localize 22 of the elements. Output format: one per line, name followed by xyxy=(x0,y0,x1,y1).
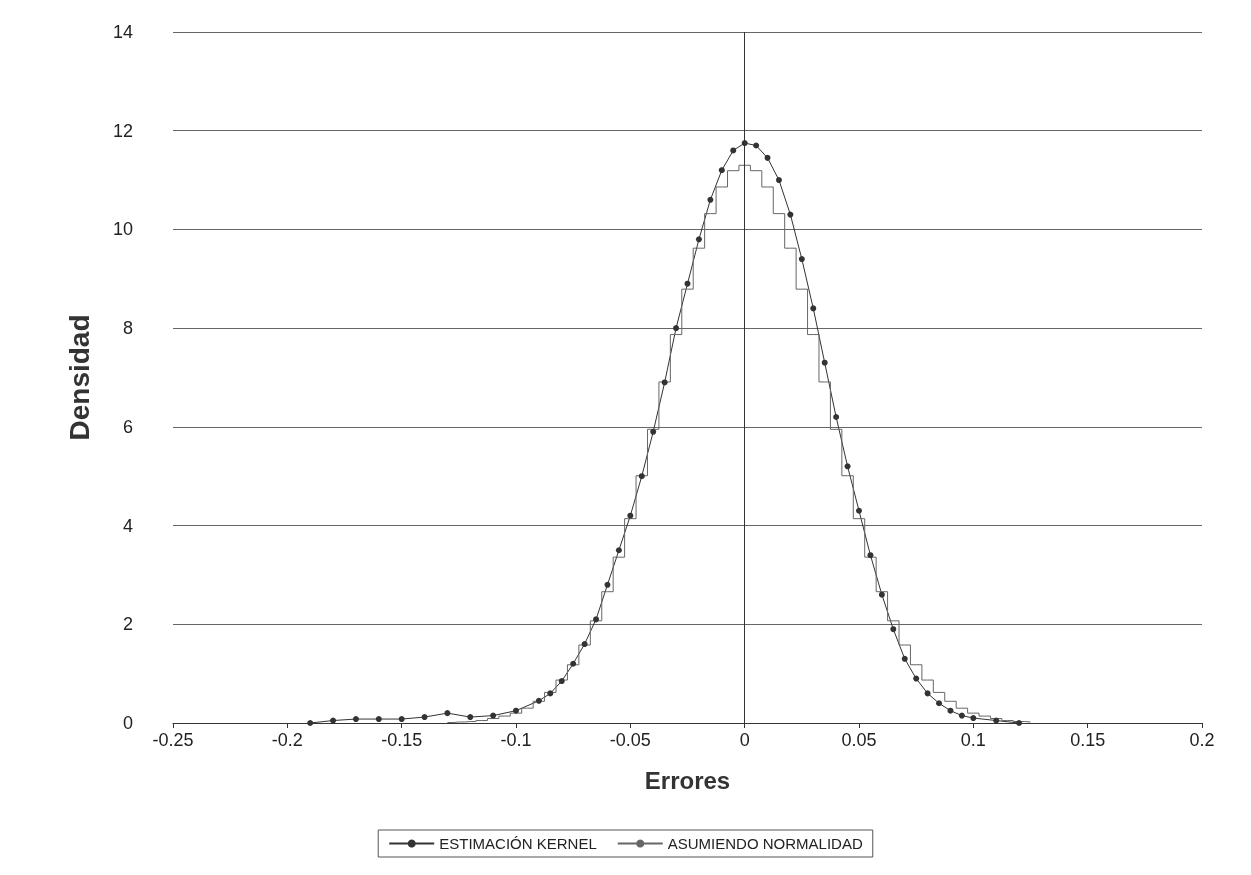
x-tick-label: 0.15 xyxy=(1070,730,1106,750)
y-tick-label: 12 xyxy=(112,120,133,141)
y-tick-label: 2 xyxy=(122,614,133,635)
y-tick-label: 10 xyxy=(112,219,133,240)
y-tick-label: 8 xyxy=(122,318,133,339)
legend-label: ASUMIENDO NORMALIDAD xyxy=(667,835,863,852)
y-tick-label: 4 xyxy=(122,515,133,536)
y-axis-title: Densidad xyxy=(63,314,95,441)
x-tick-label: 0 xyxy=(739,730,750,750)
x-tick-label: 0.2 xyxy=(1189,730,1215,750)
y-tick-label: 6 xyxy=(122,416,133,437)
x-tick-label: -0.05 xyxy=(609,730,651,750)
x-tick-label: -0.15 xyxy=(381,730,423,750)
legend-label: ESTIMACIÓN KERNEL xyxy=(439,835,597,852)
x-tick-label: 0.1 xyxy=(960,730,986,750)
x-axis-title: Errores xyxy=(644,766,731,794)
x-tick-label: -0.1 xyxy=(500,730,532,750)
x-tick-label: 0.05 xyxy=(841,730,877,750)
y-tick-label: 0 xyxy=(122,713,133,733)
x-tick-label: -0.2 xyxy=(271,730,303,750)
y-tick-label: 14 xyxy=(112,22,133,42)
x-tick-label: -0.25 xyxy=(152,730,194,750)
